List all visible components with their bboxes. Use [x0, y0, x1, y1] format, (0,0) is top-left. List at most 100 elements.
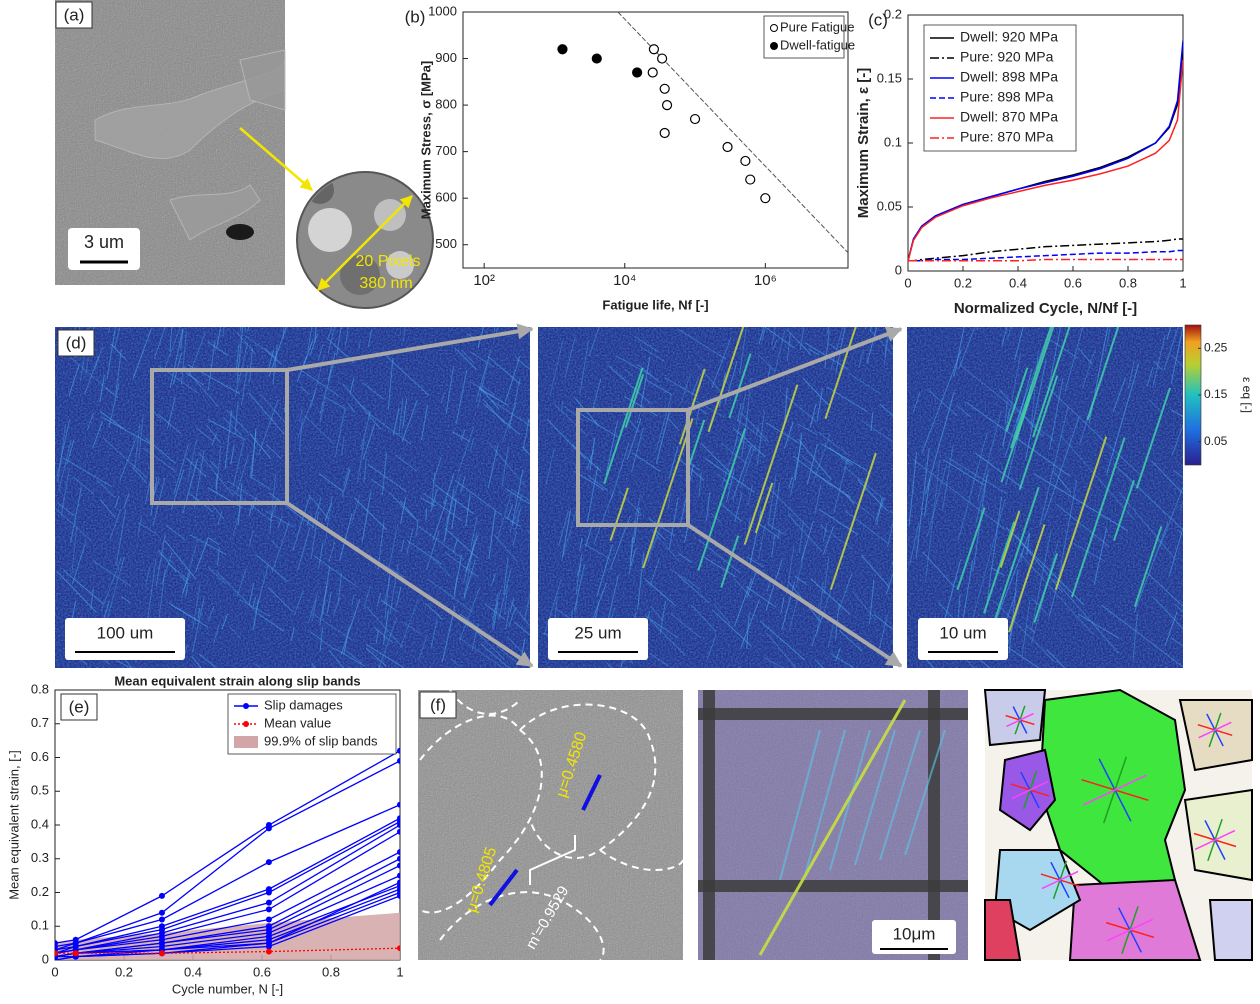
data-point [73, 950, 79, 956]
data-point [397, 863, 403, 869]
x-tick-label: 10⁶ [754, 272, 777, 289]
y-tick-label: 0.8 [31, 681, 49, 696]
data-point [397, 822, 403, 828]
legend-label: Dwell: 870 MPa [960, 109, 1058, 125]
data-point [159, 950, 165, 956]
slip-line [1178, 530, 1260, 607]
legend-marker [771, 43, 778, 50]
y-tick-label: 0.6 [31, 749, 49, 764]
y-axis-label: Maximum Strain, ε [-] [855, 68, 872, 218]
y-tick-label: 600 [435, 190, 457, 205]
data-point [633, 68, 642, 77]
scale-bar-text: 3 um [84, 232, 124, 252]
x-tick-label: 10⁴ [613, 272, 636, 289]
inset-grain [308, 208, 352, 252]
y-tick-label: 0.1 [31, 918, 49, 933]
data-point [266, 906, 272, 912]
data-point [397, 758, 403, 764]
data-point [592, 54, 601, 63]
y-tick-label: 0.7 [31, 715, 49, 730]
panel-label: (e) [69, 697, 90, 716]
data-point [52, 950, 58, 956]
y-tick-label: 900 [435, 50, 457, 65]
figure: (a)3 um20 Pixels380 nm(d)100 um25 um10 u… [0, 0, 1260, 1004]
data-point [558, 45, 567, 54]
data-point [159, 910, 165, 916]
data-point [660, 129, 669, 138]
legend-label: Pure: 870 MPa [960, 129, 1054, 145]
y-tick-label: 500 [435, 236, 457, 251]
legend-label: Slip damages [264, 697, 343, 712]
inset-grain [374, 199, 406, 231]
panel-label: (b) [405, 7, 426, 26]
y-tick-label: 0.2 [31, 884, 49, 899]
marker-band [698, 880, 968, 892]
x-tick-label: 0 [51, 964, 58, 979]
data-point [663, 101, 672, 110]
data-point [741, 156, 750, 165]
data-point [649, 45, 658, 54]
grain [1210, 900, 1252, 960]
data-point [397, 802, 403, 808]
scale-bar-text: 25 um [574, 623, 621, 642]
colorbar-tick-label: 0.25 [1204, 341, 1228, 355]
data-point [746, 175, 755, 184]
slip-line [892, 600, 902, 644]
slip-line [828, 280, 840, 333]
legend-label: Dwell: 898 MPa [960, 69, 1058, 85]
y-tick-label: 1000 [428, 3, 457, 18]
grain [985, 690, 1045, 745]
x-tick-label: 0.8 [322, 964, 340, 979]
data-point [266, 940, 272, 946]
legend-label: Pure: 898 MPa [960, 89, 1054, 105]
data-point [159, 893, 165, 899]
data-point [397, 748, 403, 754]
y-tick-label: 0.4 [31, 816, 49, 831]
x-axis-label: Cycle number, N [-] [172, 981, 283, 996]
grain [1185, 790, 1252, 880]
slip-line [866, 274, 874, 329]
data-point [159, 917, 165, 923]
colorbar-tick-label: 0.05 [1204, 434, 1228, 448]
panel-label: (f) [430, 695, 446, 714]
data-point [397, 829, 403, 835]
data-point [266, 825, 272, 831]
data-point [397, 893, 403, 899]
colorbar-tick-label: 0.15 [1204, 387, 1228, 401]
legend-label: Dwell: 920 MPa [960, 29, 1058, 45]
x-tick-label: 0.8 [1119, 275, 1137, 290]
data-point [761, 194, 770, 203]
slip-line [165, 299, 172, 329]
data-point [397, 945, 403, 951]
x-tick-label: 0.2 [954, 275, 972, 290]
scale-bar-text: 100 um [97, 623, 154, 642]
strain-texture [907, 327, 1183, 668]
x-tick-label: 0 [904, 275, 911, 290]
x-tick-label: 0.4 [184, 964, 202, 979]
slip-line [241, 283, 245, 331]
chart: 00.050.10.150.200.20.40.60.81Normalized … [855, 6, 1187, 317]
inset-size: 20 Pixels [356, 253, 421, 270]
panel-label: (c) [868, 10, 888, 29]
y-tick-label: 0.15 [877, 70, 902, 85]
data-point [397, 856, 403, 862]
slip-line [892, 508, 903, 565]
data-point [397, 879, 403, 885]
inset-length: 380 nm [359, 275, 412, 292]
slip-line [1173, 470, 1260, 539]
x-axis-label: Normalized Cycle, N/Nf [-] [954, 300, 1137, 317]
x-tick-label: 0.4 [1009, 275, 1027, 290]
data-point [266, 949, 272, 955]
data-point [397, 873, 403, 879]
y-tick-label: 0.3 [31, 850, 49, 865]
y-tick-label: 0.5 [31, 783, 49, 798]
legend-marker [243, 721, 249, 727]
y-tick-label: 0 [895, 262, 902, 277]
data-point [648, 68, 657, 77]
chart-title: Mean equivalent strain along slip bands [114, 673, 360, 688]
marker-band [928, 690, 940, 960]
chart: 00.10.20.30.40.50.60.70.800.20.40.60.81C… [6, 673, 403, 996]
y-axis-label: Mean equivalent strain, [-] [6, 750, 21, 900]
sem-pore [226, 224, 254, 240]
data-point [658, 54, 667, 63]
